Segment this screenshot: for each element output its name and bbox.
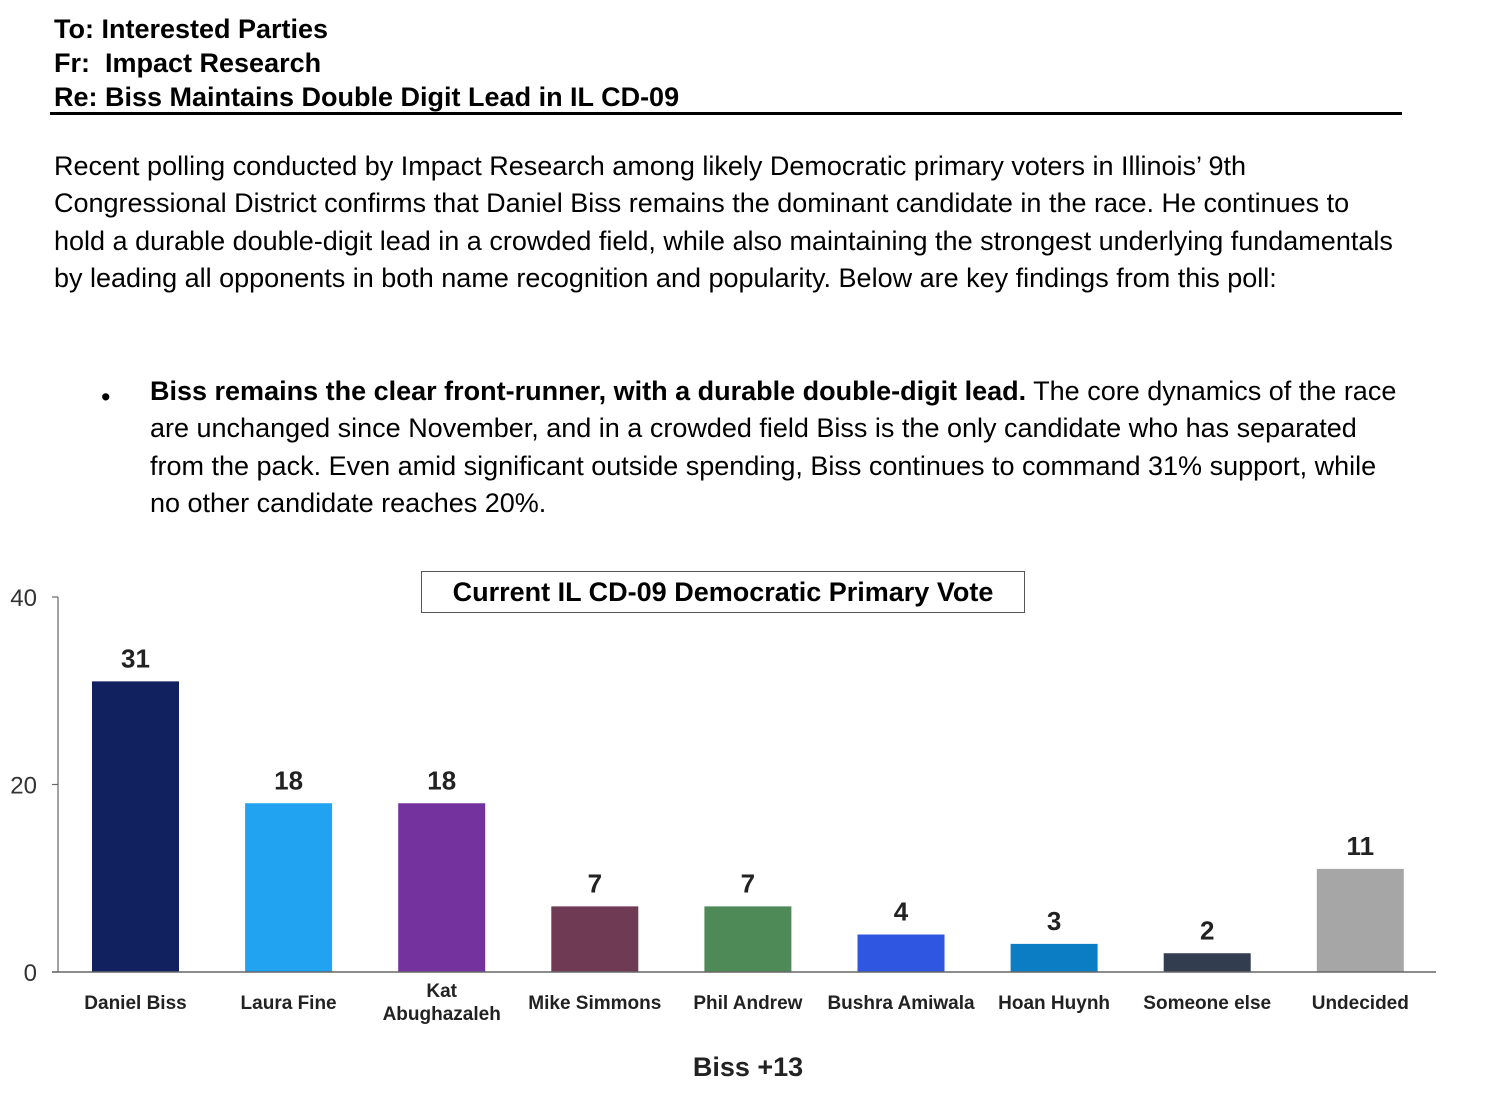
x-tick-label: Laura Fine: [241, 993, 337, 1014]
bullet-icon: •: [101, 382, 111, 412]
x-tick-label: Mike Simmons: [528, 993, 661, 1014]
bar-phil-andrew: [704, 906, 792, 972]
data-label: 3: [1047, 906, 1061, 936]
data-label: 31: [121, 643, 150, 673]
data-label: 18: [427, 765, 456, 795]
data-label: 7: [588, 868, 602, 898]
y-tick-label: 40: [10, 585, 37, 612]
bar-hoan-huynh: [1010, 943, 1098, 972]
bullet-text: The core dynamics of the race are unchan…: [150, 376, 1397, 519]
bar-someone-else: [1163, 953, 1251, 972]
bar-daniel-biss: [92, 681, 179, 972]
x-tick-label: Daniel Biss: [84, 993, 186, 1014]
header-rule: [50, 112, 1402, 115]
bar-mike-simmons: [551, 906, 639, 972]
chart-footer-margin: Biss +13: [693, 1052, 803, 1082]
x-tick-label: Someone else: [1143, 993, 1271, 1014]
x-tick-label: Phil Andrew: [693, 993, 802, 1014]
data-label: 18: [274, 765, 303, 795]
memo-from: Fr: Impact Research: [54, 48, 322, 78]
x-tick-label: Kat: [426, 981, 457, 1002]
y-tick-label: 0: [24, 960, 37, 987]
x-tick-label: Bushra Amiwala: [827, 993, 975, 1014]
bar-kat-abughazaleh: [398, 803, 486, 972]
memo-subject: Re: Biss Maintains Double Digit Lead in …: [54, 82, 680, 112]
bar-bushra-amiwala: [857, 934, 945, 972]
chart-title: Current IL CD-09 Democratic Primary Vote: [421, 571, 1025, 613]
x-tick-label: Abughazaleh: [383, 1004, 501, 1025]
memo-to: To: Interested Parties: [54, 14, 329, 44]
bar-laura-fine: [245, 803, 333, 972]
bullet-lead: Biss remains the clear front-runner, wit…: [150, 376, 1027, 406]
intro-paragraph: Recent polling conducted by Impact Resea…: [54, 151, 1393, 294]
x-tick-label: Undecided: [1312, 993, 1409, 1014]
bullet-item: Biss remains the clear front-runner, wit…: [150, 373, 1410, 523]
bar-undecided: [1316, 868, 1404, 972]
data-label: 11: [1347, 831, 1375, 861]
data-label: 4: [894, 897, 909, 927]
data-label: 7: [741, 868, 755, 898]
y-tick-label: 20: [10, 773, 37, 800]
data-label: 2: [1200, 915, 1214, 945]
x-tick-label: Hoan Huynh: [998, 993, 1110, 1014]
